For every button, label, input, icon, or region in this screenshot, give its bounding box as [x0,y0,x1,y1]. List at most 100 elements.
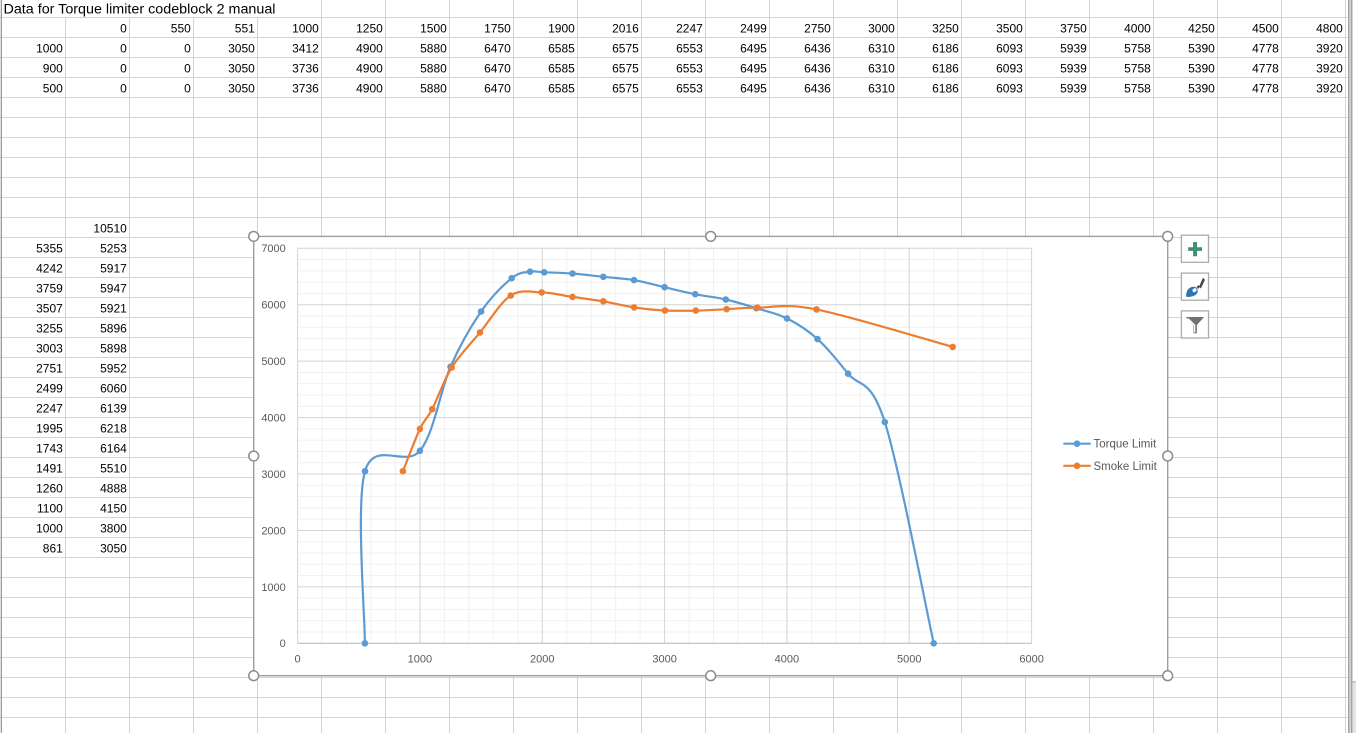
svg-text:6186: 6186 [932,62,959,76]
svg-text:5896: 5896 [100,322,127,336]
svg-text:1995: 1995 [36,422,63,436]
svg-text:6470: 6470 [484,42,511,56]
svg-text:3000: 3000 [261,469,285,481]
svg-text:6575: 6575 [612,62,639,76]
svg-text:3255: 3255 [36,322,63,336]
svg-text:6310: 6310 [868,62,895,76]
svg-text:3250: 3250 [932,22,959,36]
svg-text:551: 551 [235,22,255,36]
svg-text:1100: 1100 [37,502,63,516]
svg-text:3000: 3000 [868,22,895,36]
svg-text:Smoke Limit: Smoke Limit [1094,461,1158,473]
svg-text:5758: 5758 [1124,42,1151,56]
svg-text:5939: 5939 [1060,42,1087,56]
svg-text:3759: 3759 [36,282,63,296]
svg-text:2247: 2247 [36,402,63,416]
svg-text:Torque Limit: Torque Limit [1094,439,1157,451]
svg-text:3003: 3003 [36,342,63,356]
svg-text:1000: 1000 [36,522,63,536]
svg-text:6585: 6585 [548,42,575,56]
svg-text:5355: 5355 [36,242,63,256]
svg-text:6000: 6000 [261,300,285,312]
svg-text:10510: 10510 [93,222,127,236]
svg-text:6436: 6436 [804,82,831,96]
svg-text:4900: 4900 [356,42,383,56]
svg-text:3736: 3736 [292,82,319,96]
svg-text:0: 0 [295,654,301,666]
svg-text:3507: 3507 [36,302,63,316]
svg-text:900: 900 [43,62,63,76]
svg-text:2499: 2499 [36,382,63,396]
svg-text:2016: 2016 [612,22,639,36]
svg-text:3920: 3920 [1316,82,1343,96]
svg-text:5390: 5390 [1188,42,1215,56]
svg-text:1260: 1260 [36,482,63,496]
svg-text:2499: 2499 [740,22,767,36]
svg-text:6575: 6575 [612,42,639,56]
svg-text:6139: 6139 [100,402,127,416]
svg-text:5880: 5880 [420,82,447,96]
svg-text:6436: 6436 [804,62,831,76]
svg-text:4778: 4778 [1252,62,1279,76]
svg-text:1000: 1000 [408,654,432,666]
svg-text:Data for Torque limiter codebl: Data for Torque limiter codeblock 2 manu… [4,1,276,16]
svg-text:0: 0 [120,42,127,56]
svg-text:5880: 5880 [420,62,447,76]
svg-text:3050: 3050 [228,62,255,76]
svg-text:3920: 3920 [1316,42,1343,56]
svg-text:1250: 1250 [356,22,383,36]
svg-text:6186: 6186 [932,42,959,56]
svg-text:6470: 6470 [484,82,511,96]
svg-text:0: 0 [280,638,286,650]
svg-text:0: 0 [184,82,191,96]
svg-text:5253: 5253 [100,242,127,256]
svg-text:5917: 5917 [100,262,127,276]
svg-text:1900: 1900 [548,22,575,36]
svg-text:5880: 5880 [420,42,447,56]
svg-text:0: 0 [120,62,127,76]
svg-text:5939: 5939 [1060,62,1087,76]
svg-text:5758: 5758 [1124,62,1151,76]
svg-text:6436: 6436 [804,42,831,56]
svg-text:6310: 6310 [868,82,895,96]
svg-text:4778: 4778 [1252,82,1279,96]
svg-text:861: 861 [43,542,63,556]
svg-text:6553: 6553 [676,62,703,76]
svg-text:4800: 4800 [1316,22,1343,36]
svg-text:2247: 2247 [676,22,703,36]
svg-text:6310: 6310 [868,42,895,56]
svg-text:5390: 5390 [1188,82,1215,96]
svg-text:6470: 6470 [484,62,511,76]
svg-text:2750: 2750 [804,22,831,36]
svg-text:5390: 5390 [1188,62,1215,76]
svg-text:4250: 4250 [1188,22,1215,36]
svg-text:4000: 4000 [775,654,799,666]
svg-text:6575: 6575 [612,82,639,96]
svg-text:5898: 5898 [100,342,127,356]
svg-text:6218: 6218 [100,422,127,436]
svg-text:6186: 6186 [932,82,959,96]
svg-text:6495: 6495 [740,82,767,96]
svg-text:3750: 3750 [1060,22,1087,36]
svg-text:6093: 6093 [996,82,1023,96]
svg-text:1750: 1750 [484,22,511,36]
svg-text:6553: 6553 [676,42,703,56]
svg-text:6000: 6000 [1019,654,1043,666]
svg-text:550: 550 [171,22,191,36]
svg-text:1000: 1000 [36,42,63,56]
svg-text:5000: 5000 [897,654,921,666]
svg-text:5510: 5510 [100,462,127,476]
svg-text:1000: 1000 [261,582,285,594]
svg-text:4778: 4778 [1252,42,1279,56]
svg-text:5947: 5947 [100,282,127,296]
svg-text:1500: 1500 [420,22,447,36]
svg-text:4150: 4150 [100,502,127,516]
svg-text:6553: 6553 [676,82,703,96]
svg-text:3000: 3000 [652,654,676,666]
svg-text:6495: 6495 [740,62,767,76]
svg-text:0: 0 [184,42,191,56]
svg-text:6093: 6093 [996,42,1023,56]
svg-text:5952: 5952 [100,362,127,376]
svg-text:5921: 5921 [100,302,127,316]
svg-text:3920: 3920 [1316,62,1343,76]
